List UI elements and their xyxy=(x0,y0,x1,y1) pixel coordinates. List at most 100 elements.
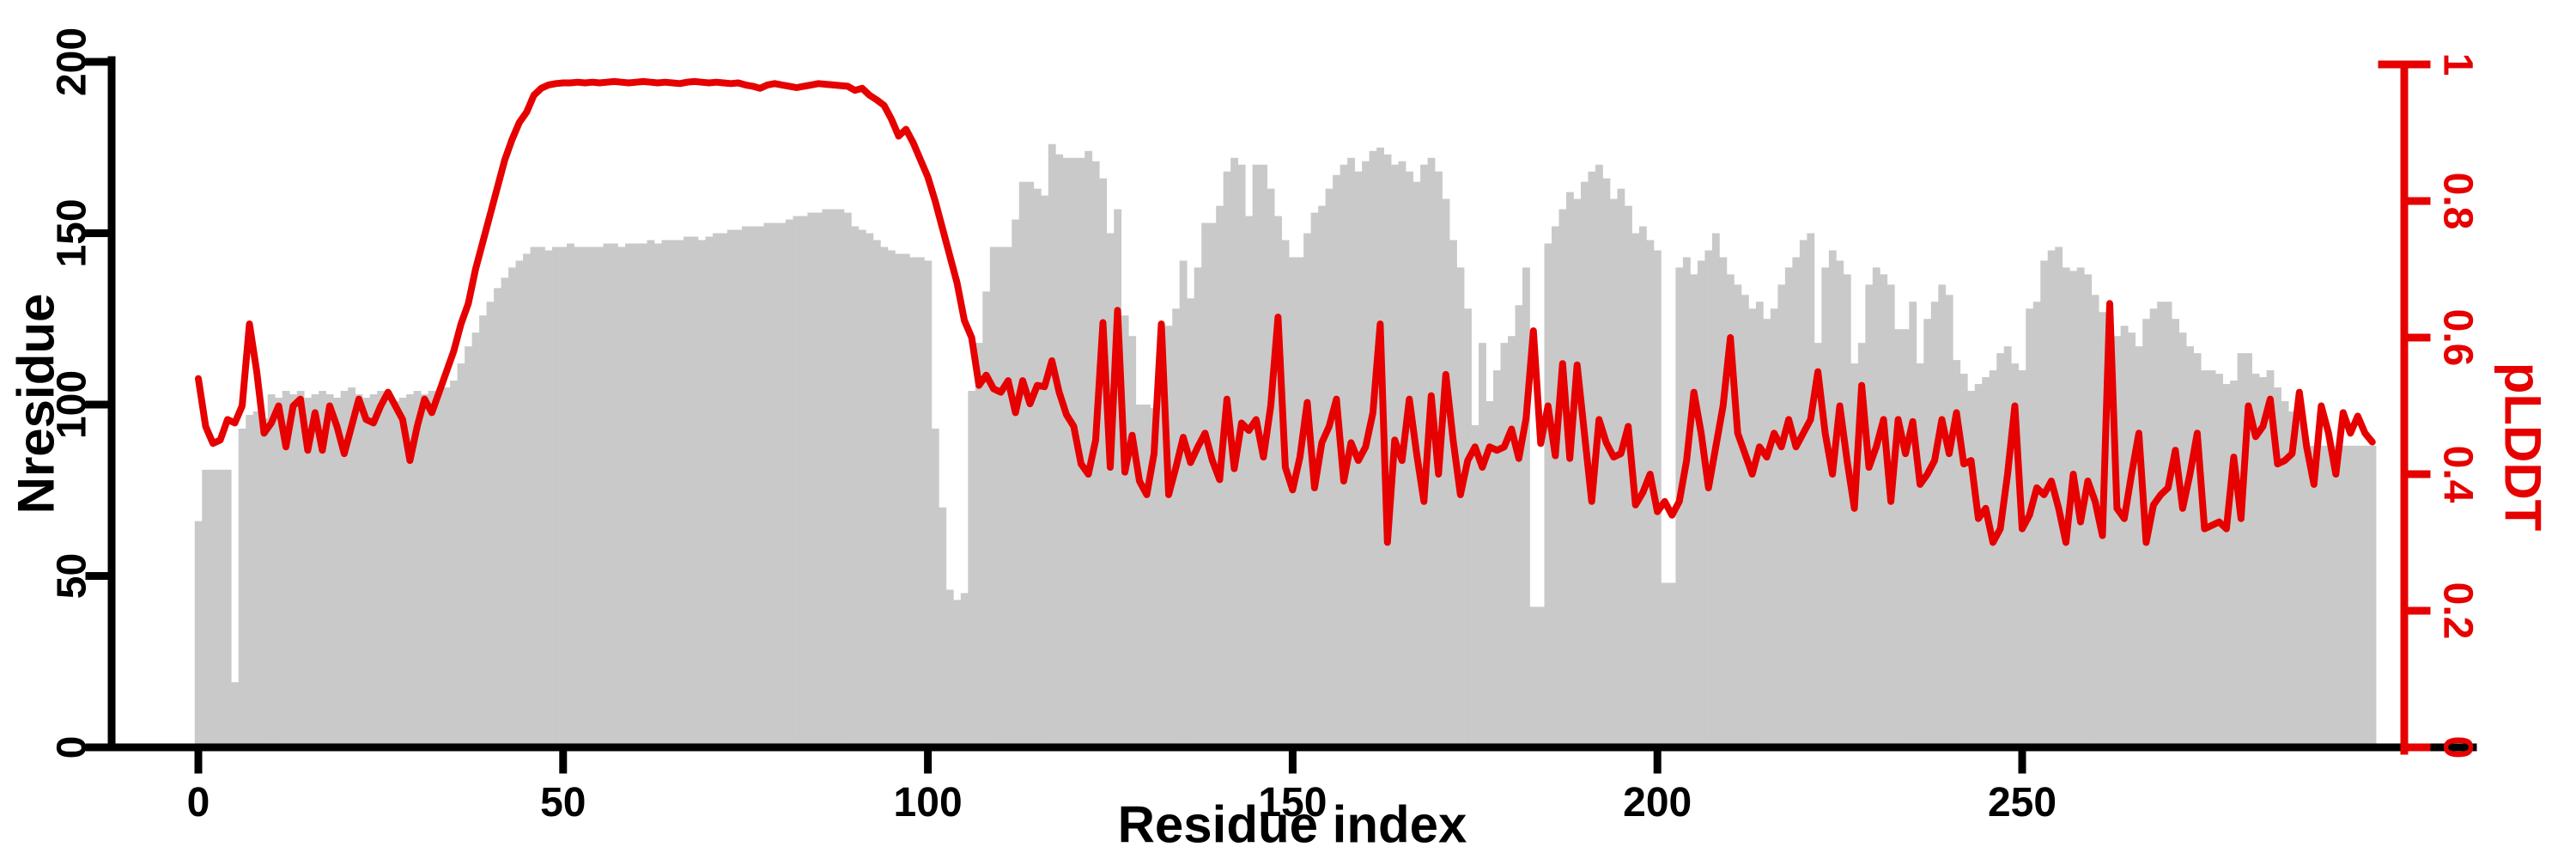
bar xyxy=(793,216,801,748)
bar xyxy=(1668,582,1676,747)
bar xyxy=(1201,222,1210,747)
bar xyxy=(968,391,976,747)
bar xyxy=(260,417,269,747)
bar xyxy=(1792,257,1801,747)
bar xyxy=(465,346,472,747)
bar xyxy=(538,247,545,748)
y-left-tick-label: 200 xyxy=(50,27,95,96)
bar xyxy=(319,391,327,747)
bar xyxy=(683,236,691,747)
bar xyxy=(895,253,903,747)
bar xyxy=(1325,188,1334,747)
bar xyxy=(1661,582,1669,747)
x-tick-label: 200 xyxy=(1623,780,1692,825)
bar xyxy=(1617,188,1625,747)
bar xyxy=(1289,257,1297,747)
bar xyxy=(1274,216,1283,748)
bar xyxy=(486,302,495,747)
bar xyxy=(1953,360,1961,747)
bar xyxy=(1588,171,1596,747)
bar xyxy=(2105,350,2114,747)
bar xyxy=(2193,353,2202,747)
bar xyxy=(989,247,998,748)
bar xyxy=(340,391,349,747)
bar xyxy=(2354,445,2362,747)
y-right-tick-label: 1 xyxy=(2435,53,2481,76)
bar xyxy=(887,250,896,747)
bar xyxy=(267,394,276,747)
bar xyxy=(982,291,991,748)
bar xyxy=(252,411,261,747)
bar xyxy=(676,240,684,748)
bar xyxy=(1573,198,1582,748)
bar xyxy=(1479,343,1486,747)
bar xyxy=(916,257,925,747)
bar xyxy=(2208,370,2216,747)
bar xyxy=(1697,260,1705,747)
bar xyxy=(289,394,298,747)
bar xyxy=(1719,257,1728,747)
bar xyxy=(1748,308,1757,747)
bar xyxy=(872,240,881,748)
bar xyxy=(1245,216,1254,748)
bar xyxy=(1880,274,1888,747)
bar xyxy=(384,398,392,747)
bar xyxy=(1187,298,1195,747)
bar xyxy=(2047,250,2056,747)
y-left-tick-label: 100 xyxy=(50,370,95,439)
plddt-line xyxy=(195,77,2376,546)
bar xyxy=(1456,267,1465,747)
bar xyxy=(1770,308,1778,747)
bar xyxy=(1135,405,1144,747)
bar xyxy=(304,398,313,747)
bar xyxy=(2084,274,2093,747)
bar xyxy=(1150,407,1158,747)
y-left-tick-label: 150 xyxy=(50,198,95,267)
bar xyxy=(1850,363,1859,747)
bar xyxy=(1624,205,1632,747)
bar xyxy=(2062,267,2070,747)
bar xyxy=(1799,240,1807,748)
bar xyxy=(2113,336,2122,747)
bar xyxy=(1982,377,1990,747)
bar xyxy=(1857,343,1866,747)
bar xyxy=(1836,260,1844,747)
bar xyxy=(2361,445,2369,747)
bar xyxy=(1464,308,1472,747)
bar xyxy=(1508,336,1516,747)
bar xyxy=(1296,257,1304,747)
bar xyxy=(799,216,808,748)
bar xyxy=(2040,260,2049,747)
bar xyxy=(1690,274,1698,747)
bar xyxy=(457,363,465,747)
bar xyxy=(1967,391,1976,747)
bar xyxy=(1777,284,1786,748)
bar xyxy=(442,387,451,747)
bar xyxy=(311,394,319,747)
bar xyxy=(552,247,560,748)
bar xyxy=(1004,247,1012,748)
bar xyxy=(515,260,524,747)
bar xyxy=(814,212,823,747)
y-right-tick-label: 0.6 xyxy=(2435,309,2481,367)
bar xyxy=(2172,319,2180,747)
bar xyxy=(726,229,735,747)
bar xyxy=(2237,353,2245,747)
bar xyxy=(1041,195,1049,748)
bar xyxy=(880,247,889,748)
bar xyxy=(231,682,240,747)
bar xyxy=(909,257,918,747)
bar xyxy=(559,247,568,748)
bar xyxy=(588,247,597,748)
bar xyxy=(1033,188,1042,747)
bar xyxy=(2135,346,2143,747)
bar xyxy=(2251,374,2260,747)
bar xyxy=(756,226,764,747)
bar xyxy=(2128,332,2136,747)
bar xyxy=(712,233,720,747)
bar xyxy=(785,219,793,748)
bar xyxy=(2310,445,2318,747)
bar xyxy=(1376,147,1384,747)
bar xyxy=(581,247,589,748)
red-axis xyxy=(2378,60,2431,755)
